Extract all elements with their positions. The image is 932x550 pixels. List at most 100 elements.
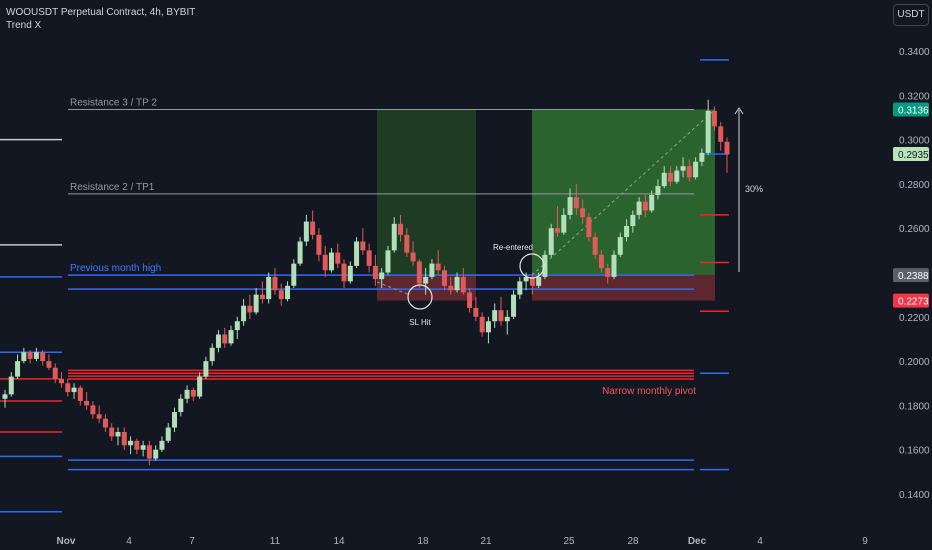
candle-body [153,449,159,459]
candle [84,392,90,410]
candle-body [529,276,535,286]
level-lines: Resistance 3 / TP 2 Resistance 2 / TP1 Pre… [0,59,729,513]
candle [460,268,466,295]
price-label-bg [893,146,929,161]
candle [259,281,265,304]
candle [580,199,586,224]
candle [416,259,422,289]
candle-body [84,400,90,406]
candle-body [27,352,33,359]
y-tick-label: 0.2000 [899,357,930,368]
candle [542,250,548,280]
candle-body [215,334,221,348]
candle-body [686,166,692,178]
candle [410,241,416,266]
x-tick-label: Dec [688,536,707,547]
candle [184,385,190,404]
x-tick-label: 4 [126,536,132,547]
candle-body [661,172,667,187]
candle [8,372,14,397]
candle-body [617,237,623,255]
candle [90,400,96,419]
candle [485,316,491,344]
candle [2,389,8,408]
candle-body [234,321,240,331]
candle-body [711,110,717,127]
candle-body [222,334,228,344]
candle-body [423,276,429,284]
candle-body [328,252,334,271]
candle-body [435,263,441,271]
candle-body [360,241,366,251]
candle-body [203,361,209,377]
candle-body [140,445,146,450]
candle [140,440,146,457]
candle-body [460,276,466,293]
y-tick-label: 0.3400 [899,47,930,58]
candle [291,259,297,289]
candle [310,210,316,240]
candle-body [2,394,8,399]
candle-body [128,440,134,446]
candle [693,157,699,180]
candle [630,210,636,233]
candle [448,276,454,295]
candle [661,166,667,189]
x-tick-label: 7 [189,536,195,547]
symbol-title: WOOUSDT Perpetual Contract, 4h, BYBIT [6,7,196,18]
sl-hit-circle [407,284,433,310]
candle-body [59,378,65,384]
candle-body [674,170,680,182]
candle-body [586,217,592,238]
candle [511,290,517,320]
candle-body [580,208,586,218]
candle [178,394,184,417]
candle [46,354,52,370]
candle [222,327,228,348]
candle-body [266,276,272,300]
candle [134,438,140,455]
candle [102,414,108,432]
candle-body [272,276,278,291]
candle [322,245,328,277]
candle-body [624,225,630,238]
candle-body [398,223,404,235]
candle-body [303,221,309,242]
candle-body [485,321,491,333]
candle-body [391,223,397,251]
price-label-bg [893,102,929,117]
candle-body [479,316,485,333]
candle-body [523,276,529,282]
candle [303,214,309,246]
candle [554,206,560,238]
candle-body [247,305,253,313]
candle-body [65,383,71,393]
candle-body [379,272,385,280]
candle-body [372,265,378,280]
candle [391,217,397,253]
candle-body [636,201,642,215]
price-label: 0.2935 [893,146,929,161]
candle-body [121,431,127,446]
candle-body [724,141,730,154]
candle [209,343,215,366]
candle [109,423,115,441]
candle-body [184,389,190,399]
candle [548,223,554,257]
candle [21,347,27,364]
candle [636,197,642,220]
candle-body [347,265,353,282]
candle-body [473,307,479,317]
candle [59,372,65,388]
candle-body [21,352,27,362]
candle-body [253,294,259,313]
currency-button[interactable]: USDT [893,4,929,26]
x-tick-label: 21 [480,536,492,547]
y-tick-label: 0.3200 [899,91,930,102]
candle-body [410,252,416,262]
y-tick-label: 0.3000 [899,136,930,147]
candle [649,190,655,213]
candle [586,212,592,242]
